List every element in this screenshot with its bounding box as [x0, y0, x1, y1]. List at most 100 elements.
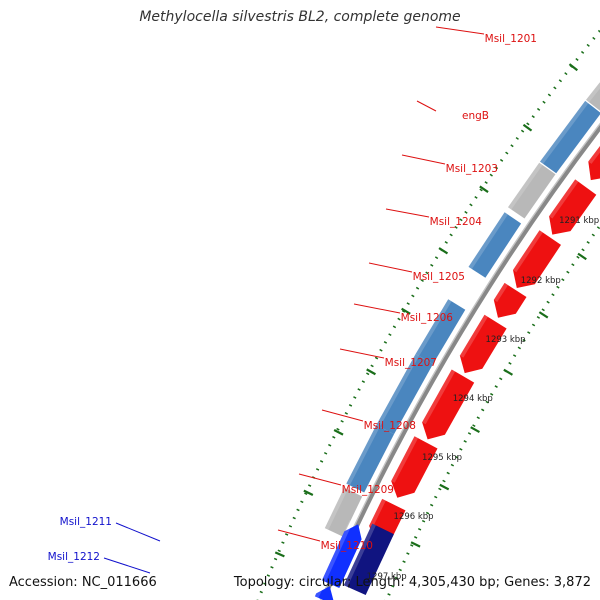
leader-line: [353, 303, 401, 314]
gray-feature-2-fill: [508, 162, 556, 219]
bright-blue-gene: [321, 520, 362, 588]
leader-line: [298, 473, 342, 486]
kbp-tick-mark: [503, 368, 513, 376]
blue-cds-1-fill: [540, 100, 600, 174]
kbp-label: 1292 kbp: [521, 276, 561, 286]
leader-line: [401, 154, 446, 165]
inner-tick-mark: [401, 307, 411, 315]
kbp-label: 1297 kbp: [367, 572, 407, 582]
red-cds-4-shine: [513, 230, 543, 273]
inner-tick-mark: [479, 185, 489, 193]
genome-backbone: [321, 124, 600, 600]
red-cds-8-fill: [391, 436, 438, 498]
red-cds-4-fill: [513, 230, 561, 288]
gene-label-red: engB: [462, 110, 489, 122]
gene-label-blue: Msil_1212: [48, 551, 100, 563]
leader-line: [435, 26, 485, 35]
gene-label-red: Msil_1207: [385, 357, 437, 369]
red-cds-9-shine: [369, 498, 386, 528]
gene-label-layer: Msil_1201 engB Msil_1203 Msil_1204 Msil_1205…: [48, 26, 537, 574]
inner-dotted-ring: [256, 28, 600, 600]
gene-label-blue: Msil_1211: [60, 516, 112, 528]
inner-tick-mark: [303, 489, 314, 496]
kbp-tick-mark: [470, 426, 480, 434]
red-cds-6-shine: [459, 314, 488, 358]
blue-cds-5-shine: [346, 424, 380, 486]
accession-text: Accession: NC_011666: [9, 575, 157, 590]
gray-feature-3: [324, 487, 363, 537]
leader-line: [277, 529, 321, 542]
gray-feature-1-shine: [586, 82, 600, 103]
gray-feature-3-fill: [324, 487, 363, 537]
blue-cds-3-shine: [415, 299, 452, 356]
blue-cds-2: [468, 212, 522, 278]
blue-cds-4-shine: [376, 354, 420, 427]
leader-line: [321, 409, 364, 422]
kbp-label: 1293 kbp: [486, 335, 526, 345]
gray-feature-1: [586, 82, 600, 111]
red-cds-3-shine: [549, 179, 579, 219]
inner-tick-mark: [522, 123, 533, 132]
gene-label-red: Msil_1201: [485, 33, 537, 45]
kbp-tick-mark: [410, 541, 421, 548]
kbp-label: 1295 kbp: [422, 453, 462, 463]
blue-cds-5-fill: [346, 424, 394, 493]
gray-feature-2-shine: [508, 162, 543, 210]
blue-cds-2-shine: [468, 212, 508, 270]
inner-tick-mark: [366, 368, 376, 376]
gene-label-red: Msil_1203: [446, 163, 498, 175]
leader-line: [368, 262, 413, 273]
bright-blue-gene-2: [314, 582, 334, 600]
red-cds-7-fill: [422, 369, 475, 440]
bright-blue-gene-2-shine: [314, 582, 325, 598]
kbp-label: 1291 kbp: [559, 216, 599, 226]
red-cds-8: [391, 436, 438, 498]
inner-tick-mark: [274, 551, 285, 558]
gene-label-red: Msil_1205: [413, 271, 465, 283]
kbp-tick-mark: [577, 252, 587, 261]
leader-line: [339, 348, 385, 359]
blue-cds-1: [540, 100, 600, 174]
kbp-tick-mark: [439, 483, 450, 491]
blue-cds-4: [376, 354, 433, 435]
red-cds-8-shine: [391, 436, 419, 483]
blue-cds-5: [346, 424, 394, 493]
blue-cds-3: [415, 299, 466, 364]
backbone-highlight: [319, 122, 600, 600]
red-cds-4: [513, 230, 561, 288]
gray-feature-1-fill: [586, 82, 600, 111]
inner-tick-mark: [438, 247, 449, 255]
gray-feature-3-shine: [324, 487, 348, 530]
leader-line: [416, 100, 437, 112]
red-cds-5: [493, 282, 527, 318]
red-cds-6-fill: [459, 314, 507, 374]
feature-layer: [314, 82, 600, 600]
blue-cds-4-fill: [376, 354, 433, 435]
bright-blue-gene-fill: [321, 524, 362, 588]
blue-cds-1-shine: [540, 100, 589, 164]
navy-gene-fill: [343, 523, 394, 595]
leader-line-blue: [115, 522, 161, 542]
blue-cds-2-fill: [468, 212, 522, 278]
red-cds-5-fill: [493, 282, 527, 318]
kbp-label: 1296 kbp: [394, 512, 434, 522]
leader-line-blue: [103, 557, 151, 574]
kbp-label: 1294 kbp: [453, 394, 493, 404]
bright-blue-gene-2-fill: [314, 586, 334, 600]
inner-tick-mark: [333, 429, 344, 436]
gene-label-red: Msil_1204: [430, 216, 483, 228]
gene-label-red: Msil_1209: [342, 484, 394, 496]
tick-layer: [256, 28, 600, 600]
navy-gene: [343, 523, 394, 595]
bright-blue-gene-shine: [321, 520, 354, 582]
gene-label-red: Msil_1206: [401, 312, 454, 324]
gray-feature-2: [508, 162, 556, 219]
red-cds-2-shine: [588, 146, 600, 164]
red-cds-5-shine: [493, 282, 508, 302]
red-cds-3: [549, 179, 597, 235]
leader-line: [385, 208, 430, 218]
backbone-layer: [319, 122, 600, 600]
red-cds-2: [588, 146, 600, 181]
